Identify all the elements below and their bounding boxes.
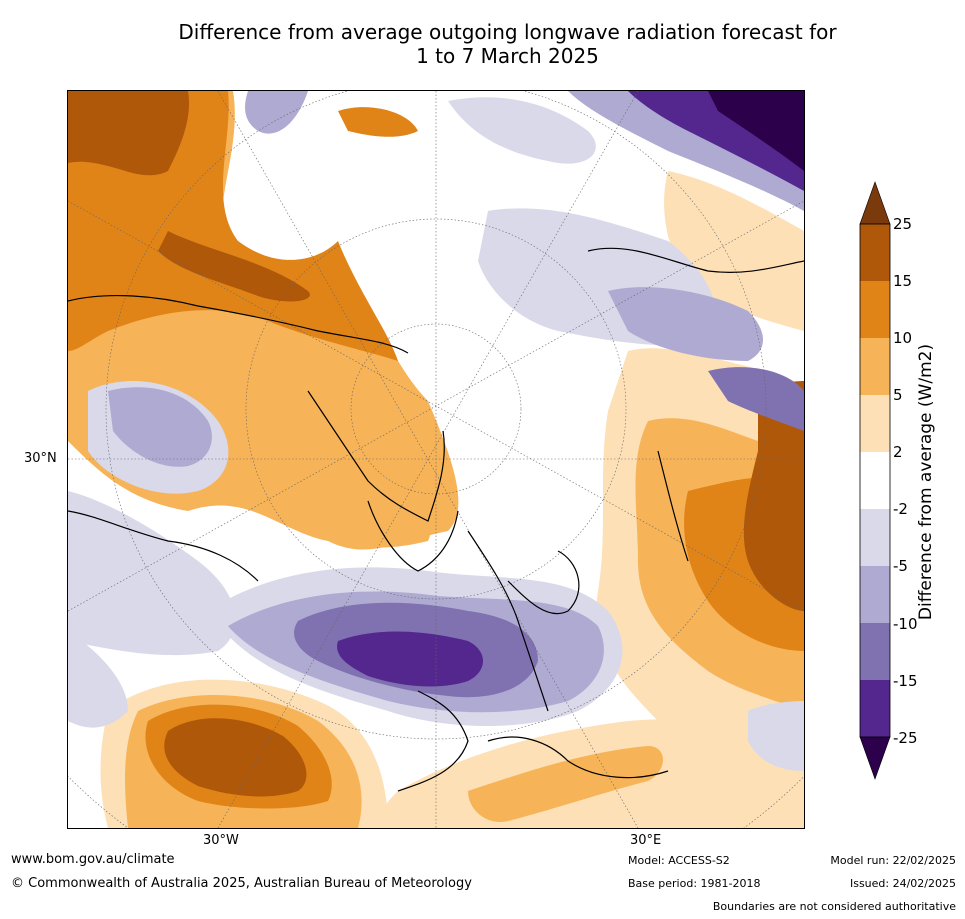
colorbar-tick: -10 bbox=[893, 615, 918, 633]
polar-map bbox=[67, 90, 805, 829]
map-canvas bbox=[68, 91, 804, 828]
colorbar-swatches bbox=[859, 181, 891, 780]
colorbar-tick: 15 bbox=[893, 272, 913, 290]
colorbar-band-m15-m10 bbox=[860, 623, 890, 680]
colorbar-tick: -5 bbox=[893, 557, 908, 575]
positive-anomaly-regions bbox=[68, 91, 804, 828]
colorbar-band-15-25 bbox=[860, 224, 890, 281]
copyright-text: © Commonwealth of Australia 2025, Austra… bbox=[11, 876, 472, 891]
longitude-label-30e: 30°E bbox=[630, 833, 662, 848]
base-period-text: Base period: 1981-2018 bbox=[628, 877, 761, 890]
graticule bbox=[68, 91, 804, 828]
coastlines bbox=[68, 247, 804, 792]
colorbar-tick: 2 bbox=[893, 443, 903, 461]
colorbar-band-neutral bbox=[860, 452, 890, 509]
colorbar-band-m5-m2 bbox=[860, 509, 890, 566]
title-line-2: 1 to 7 March 2025 bbox=[416, 44, 599, 68]
colorbar-tick: -15 bbox=[893, 672, 918, 690]
colorbar-arrow-top bbox=[859, 181, 891, 225]
colorbar-tick: 5 bbox=[893, 386, 903, 404]
issued-text: Issued: 24/02/2025 bbox=[849, 877, 956, 890]
colorbar-label: Difference from average (W/m2) bbox=[916, 343, 936, 621]
colorbar-tick: -2 bbox=[893, 500, 908, 518]
map-title: Difference from average outgoing longwav… bbox=[100, 20, 915, 68]
website-link[interactable]: www.bom.gov.au/climate bbox=[11, 852, 175, 867]
boundaries-disclaimer: Boundaries are not considered authoritat… bbox=[712, 900, 956, 913]
colorbar-tick: -25 bbox=[893, 729, 918, 747]
model-text: Model: ACCESS-S2 bbox=[628, 854, 730, 867]
colorbar-band-m25-m15 bbox=[860, 680, 890, 737]
colorbar-band-10-15 bbox=[860, 281, 890, 338]
colorbar-tick: 25 bbox=[893, 215, 913, 233]
longitude-label-30w: 30°W bbox=[203, 833, 239, 848]
latitude-label-30n: 30°N bbox=[24, 451, 57, 466]
colorbar-tick: 10 bbox=[893, 329, 913, 347]
model-run-text: Model run: 22/02/2025 bbox=[830, 854, 956, 867]
colorbar-band-m10-m5 bbox=[860, 566, 890, 623]
title-line-1: Difference from average outgoing longwav… bbox=[178, 20, 837, 44]
colorbar-outline bbox=[859, 223, 891, 738]
negative-anomaly-regions bbox=[68, 91, 804, 771]
colorbar-band-2-5 bbox=[860, 395, 890, 452]
colorbar-band-5-10 bbox=[860, 338, 890, 395]
colorbar-arrow-bottom bbox=[859, 736, 891, 780]
